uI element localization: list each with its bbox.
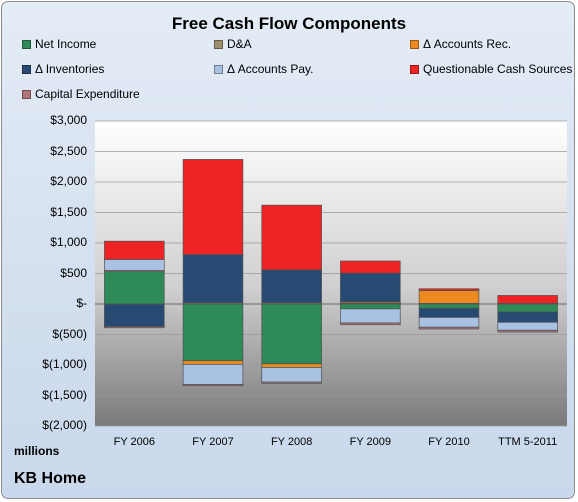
legend-item: Δ Accounts Rec.	[410, 37, 511, 51]
bar-segment	[418, 326, 480, 330]
legend-item: Capital Expenditure	[22, 87, 140, 101]
chart-title: Free Cash Flow Components	[171, 14, 407, 33]
units-label: millions	[14, 444, 60, 458]
bar-segment	[340, 308, 401, 324]
legend-label: Net Income	[35, 37, 97, 51]
x-tick-label: FY 2010	[428, 436, 470, 448]
bar-segment	[497, 329, 558, 333]
bar-segment	[340, 260, 401, 274]
legend-item: Net Income	[22, 37, 96, 51]
bar-segment	[497, 311, 558, 323]
bar-segment	[340, 272, 401, 303]
bar-segment	[182, 159, 244, 255]
bar-segment	[182, 364, 244, 385]
x-tick-label: FY 2009	[349, 436, 392, 448]
y-tick-label: $2,500	[50, 143, 87, 158]
y-tick-label: $500	[60, 265, 87, 280]
legend-label: Δ Inventories	[35, 62, 105, 76]
legend-swatch	[214, 39, 223, 49]
legend-swatch	[410, 64, 419, 74]
legend-swatch	[22, 39, 31, 49]
bar-segment	[497, 321, 558, 331]
bar-segment	[261, 204, 322, 271]
bar-segment	[261, 381, 322, 384]
company-name: KB Home	[14, 470, 87, 487]
y-tick-label: $(1,000)	[42, 357, 87, 371]
legend-item: Δ Accounts Pay.	[214, 62, 314, 76]
bar-segment	[182, 303, 244, 362]
legend-swatch	[410, 39, 419, 49]
x-tick-label: FY 2006	[113, 436, 156, 448]
bar-segment	[182, 384, 244, 387]
bar-segment	[182, 360, 244, 365]
bar-segment	[182, 254, 244, 304]
bar-segment	[104, 271, 165, 305]
bar-segment	[261, 303, 322, 365]
legend-label: Questionable Cash Sources	[423, 62, 573, 76]
legend-item: D&A	[214, 37, 252, 51]
x-tick-label: FY 2008	[270, 436, 313, 448]
y-tick-label: $(500)	[52, 326, 87, 341]
y-tick-label: $(2,000)	[42, 418, 87, 432]
legend-item: Questionable Cash Sources	[410, 62, 572, 76]
bar-segment	[418, 303, 480, 309]
bar-segment	[497, 295, 558, 304]
bar-segment	[418, 290, 480, 304]
x-tick-label: FY 2007	[192, 436, 234, 448]
legend-item: Δ Inventories	[22, 62, 104, 76]
x-tick-label: TTM 5-2011	[498, 436, 558, 448]
y-tick-label: $3,000	[50, 113, 87, 127]
bar-segment	[261, 269, 322, 304]
bar-segment	[104, 240, 165, 260]
legend-label: Capital Expenditure	[35, 87, 140, 101]
bar-segment	[340, 303, 401, 310]
bar-segment	[497, 303, 558, 313]
legend-label: Δ Accounts Pay.	[227, 62, 314, 76]
bar-segment	[340, 322, 401, 326]
y-tick-label: $1,000	[50, 235, 87, 249]
legend-swatch	[214, 64, 223, 74]
bar-segment	[104, 303, 165, 327]
bar-segment	[261, 363, 322, 368]
bar-segment	[418, 317, 480, 328]
legend-label: Δ Accounts Rec.	[423, 37, 512, 51]
legend-swatch	[22, 64, 31, 74]
legend-label: D&A	[227, 37, 252, 51]
y-tick-label: $-	[76, 296, 87, 310]
bar-segment	[104, 326, 165, 329]
y-tick-label: $2,000	[50, 174, 87, 188]
bar-segment	[104, 259, 165, 271]
bar-segment	[418, 288, 480, 291]
y-tick-label: $(1,500)	[42, 387, 87, 402]
y-tick-label: $1,500	[50, 204, 87, 219]
bar-segment	[418, 307, 480, 318]
bar-segment	[261, 367, 322, 383]
legend-swatch	[22, 89, 31, 99]
